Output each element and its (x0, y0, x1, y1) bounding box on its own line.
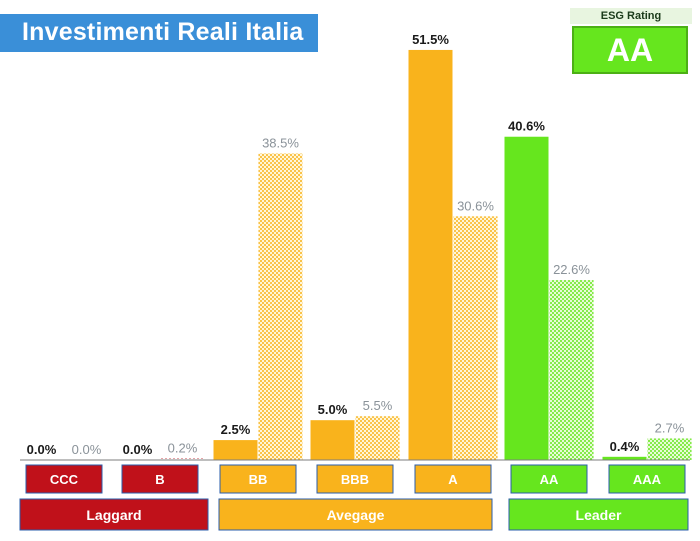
tick-label-aa: AA (540, 472, 559, 487)
esg-rating-value: AA (572, 26, 688, 74)
bar-aaa-series1 (602, 456, 647, 460)
tick-label-bb: BB (249, 472, 268, 487)
data-label-a-series1: 51.5% (412, 32, 449, 47)
bar-aa-series1 (504, 136, 549, 461)
group-label-avegage: Avegage (327, 507, 385, 523)
data-label-aa-series2: 22.6% (553, 262, 590, 277)
esg-rating-box: ESG Rating AA (570, 8, 692, 74)
data-label-b-series1: 0.0% (123, 442, 153, 457)
bar-bbb-series1 (310, 420, 355, 460)
group-label-leader: Leader (576, 507, 622, 523)
data-label-b-series2: 0.2% (168, 440, 198, 455)
data-label-bbb-series1: 5.0% (318, 402, 348, 417)
category-boxes-layer: CCC B BB BBB A AA AAA (25, 464, 686, 494)
group-boxes-layer: Laggard Avegage Leader (19, 498, 689, 531)
tick-box-ccc (25, 464, 103, 494)
bars-layer (160, 49, 692, 461)
tick-box-bb (219, 464, 297, 494)
group-box-laggard (19, 498, 209, 531)
esg-rating-label: ESG Rating (570, 8, 692, 24)
bar-a-series1 (408, 49, 453, 461)
data-label-bb-series1: 2.5% (221, 422, 251, 437)
bar-bbb-series2 (355, 416, 400, 460)
bar-a-series2 (453, 216, 498, 460)
bar-bb-series1 (213, 440, 258, 460)
tick-label-b: B (155, 472, 164, 487)
data-label-a-series2: 30.6% (457, 198, 494, 213)
tick-box-b (121, 464, 199, 494)
group-box-avegage (218, 498, 493, 531)
data-label-bbb-series2: 5.5% (363, 398, 393, 413)
bar-aaa-series2 (647, 438, 692, 460)
tick-label-aaa: AAA (633, 472, 662, 487)
tick-label-ccc: CCC (50, 472, 79, 487)
tick-box-aaa (608, 464, 686, 494)
data-label-ccc-series1: 0.0% (27, 442, 57, 457)
data-label-aaa-series1: 0.4% (610, 439, 640, 454)
tick-label-bbb: BBB (341, 472, 369, 487)
tick-box-a (414, 464, 492, 494)
tick-label-a: A (448, 472, 458, 487)
bar-labels-layer: 0.0% 0.0% 0.0% 0.2% 2.5% 38.5% 5.0% 5.5% 51.5% 30… (27, 32, 685, 457)
title-bar (0, 14, 318, 52)
tick-box-bbb (316, 464, 394, 494)
group-box-leader (508, 498, 689, 531)
bar-b-series2 (160, 458, 205, 460)
group-label-laggard: Laggard (86, 507, 141, 523)
data-label-ccc-series2: 0.0% (72, 442, 102, 457)
bar-aa-series2 (549, 280, 594, 460)
data-label-aa-series1: 40.6% (508, 119, 545, 134)
data-label-aaa-series2: 2.7% (655, 421, 685, 436)
bar-bb-series2 (258, 153, 303, 461)
chart-title: Investimenti Reali Italia (22, 18, 304, 46)
tick-box-aa (510, 464, 588, 494)
data-label-bb-series2: 38.5% (262, 135, 299, 150)
